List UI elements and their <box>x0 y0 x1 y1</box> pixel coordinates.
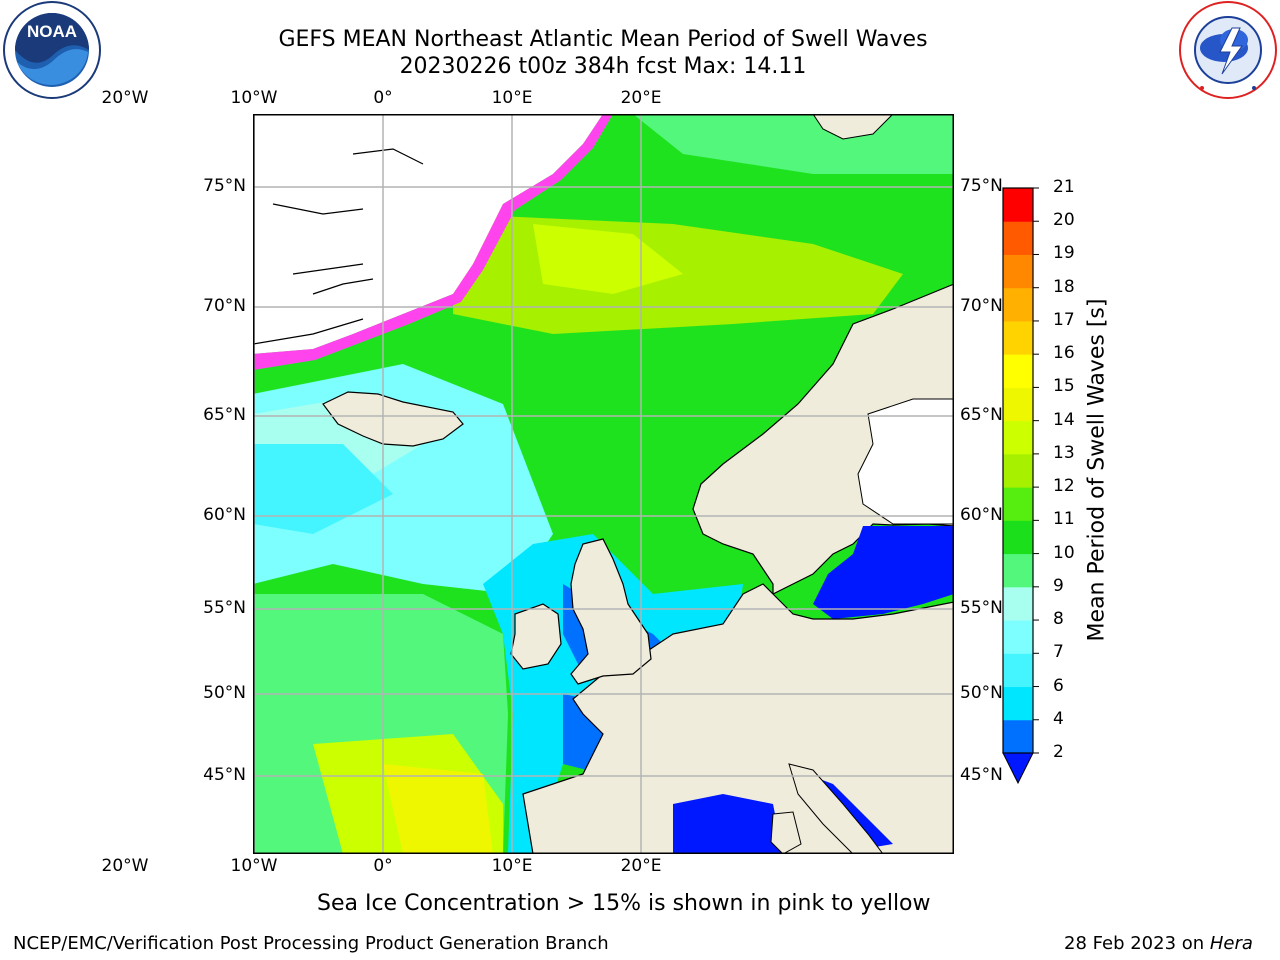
colorbar-segment <box>1003 586 1033 621</box>
lon-tick-label: 20°E <box>620 856 662 876</box>
sea-ice-note: Sea Ice Concentration > 15% is shown in … <box>317 891 931 916</box>
colorbar-segment <box>1003 686 1033 721</box>
colorbar <box>1002 187 1039 785</box>
lat-tick-label: 50°N <box>960 683 1003 703</box>
date-stamp: 28 Feb 2023 on Hera <box>1064 933 1253 954</box>
colorbar-tick-label: 2 <box>1053 742 1064 762</box>
colorbar-segment <box>1003 653 1033 688</box>
lon-tick-label: 10°E <box>491 88 533 108</box>
noaa-logo-text: NOAA <box>27 22 77 41</box>
colorbar-segment <box>1003 620 1033 654</box>
colorbar-tick-label: 13 <box>1053 442 1075 463</box>
colorbar-segment <box>1003 188 1033 222</box>
colorbar-title: Mean Period of Swell Waves [s] <box>1084 298 1110 642</box>
map-frame <box>253 114 954 854</box>
colorbar-tick-label: 16 <box>1053 343 1075 364</box>
machine-name: Hera <box>1209 933 1253 954</box>
colorbar-segment <box>1003 420 1033 455</box>
gulf-of-bothnia <box>857 398 954 525</box>
colorbar-segment <box>1003 254 1033 289</box>
lat-tick-label: 70°N <box>203 296 246 316</box>
continental-europe <box>522 583 954 854</box>
colorbar-tick-label: 4 <box>1053 708 1064 729</box>
colorbar-segment <box>1003 320 1033 355</box>
lat-tick-label: 50°N <box>203 683 246 703</box>
lon-tick-label: 10°W <box>230 856 278 876</box>
ireland <box>510 603 562 670</box>
iceland <box>322 391 464 447</box>
lon-tick-label: 0° <box>373 88 393 108</box>
colorbar-segment <box>1003 453 1033 488</box>
lat-tick-label: 45°N <box>203 765 246 785</box>
lat-tick-label: 60°N <box>960 505 1003 525</box>
colorbar-tick-label: 11 <box>1053 509 1075 530</box>
chart-title: GEFS MEAN Northeast Atlantic Mean Period… <box>278 27 928 52</box>
lon-tick-label: 20°W <box>101 88 149 108</box>
lat-tick-label: 55°N <box>960 598 1003 618</box>
swell-region-13s-north <box>533 224 683 294</box>
great-britain <box>570 538 652 685</box>
colorbar-segment <box>1003 287 1033 322</box>
colorbar-segment <box>1003 387 1033 422</box>
lat-tick-label: 65°N <box>960 405 1003 425</box>
colorbar-segment <box>1003 520 1033 555</box>
colorbar-extend-min <box>1002 752 1034 785</box>
greenland-coastline <box>253 148 424 345</box>
colorbar-tick-label: 21 <box>1053 177 1075 197</box>
lon-tick-label: 10°W <box>230 88 278 108</box>
western-mediterranean <box>673 794 783 854</box>
svalbard <box>812 114 894 140</box>
colorbar-tick-label: 17 <box>1053 309 1075 330</box>
date-text: 28 Feb 2023 on <box>1064 933 1210 954</box>
colorbar-segment <box>1003 553 1033 588</box>
colorbar-tick-label: 18 <box>1053 276 1075 297</box>
credit-text: NCEP/EMC/Verification Post Processing Pr… <box>13 933 609 954</box>
lon-tick-label: 10°E <box>491 856 533 876</box>
lat-tick-label: 45°N <box>960 765 1003 785</box>
lat-tick-label: 55°N <box>203 598 246 618</box>
lat-tick-label: 70°N <box>960 296 1003 316</box>
colorbar-tick-label: 6 <box>1053 675 1064 696</box>
chart-subtitle: 20230226 t00z 384h fcst Max: 14.11 <box>399 54 807 79</box>
lon-tick-label: 20°W <box>101 856 149 876</box>
lon-tick-label: 20°E <box>620 88 662 108</box>
swell-region-7-8s <box>253 444 393 534</box>
lon-tick-label: 0° <box>373 856 393 876</box>
colorbar-tick-label: 15 <box>1053 376 1075 397</box>
lat-tick-label: 60°N <box>203 505 246 525</box>
colorbar-tick-label: 8 <box>1053 609 1064 630</box>
colorbar-tick-label: 20 <box>1053 210 1075 231</box>
colorbar-tick-label: 14 <box>1053 409 1075 430</box>
noaa-logo: NOAA <box>3 1 101 99</box>
lat-tick-label: 65°N <box>203 405 246 425</box>
map-border <box>253 114 954 854</box>
sardinia <box>770 811 802 854</box>
colorbar-tick-label: 7 <box>1053 642 1064 663</box>
baltic-sea <box>813 526 954 619</box>
colorbar-outline <box>1002 187 1034 754</box>
lat-tick-label: 75°N <box>203 176 246 196</box>
nws-logo <box>1179 1 1277 99</box>
colorbar-tick-label: 10 <box>1053 542 1075 563</box>
sea-ice-no-data <box>253 114 603 354</box>
colorbar-segment <box>1003 221 1033 255</box>
colorbar-tick-label: 19 <box>1053 243 1075 264</box>
colorbar-segment <box>1003 719 1033 754</box>
italy <box>788 763 884 854</box>
colorbar-tick-label: 9 <box>1053 575 1064 596</box>
colorbar-segment <box>1003 354 1033 388</box>
swell-region-14s <box>383 764 493 854</box>
colorbar-tick-label: 12 <box>1053 476 1075 497</box>
lat-tick-label: 75°N <box>960 176 1003 196</box>
colorbar-segment <box>1003 487 1033 521</box>
